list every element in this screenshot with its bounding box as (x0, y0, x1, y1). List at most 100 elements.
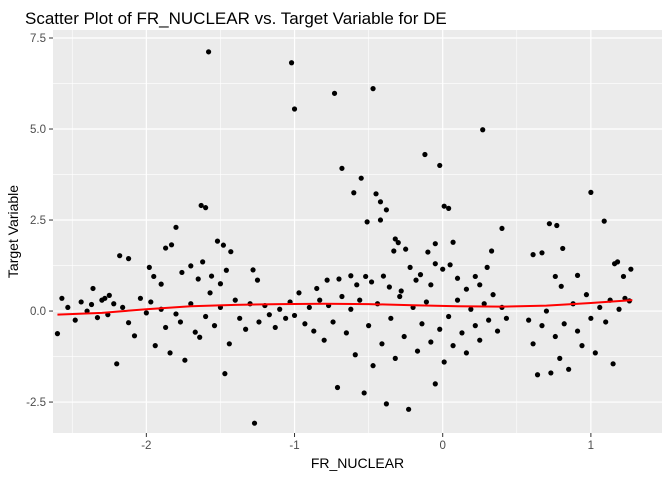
data-point (422, 151, 428, 158)
data-point (446, 313, 452, 320)
data-point (480, 127, 486, 133)
data-point (54, 331, 61, 337)
data-point (414, 348, 421, 354)
data-point (200, 259, 206, 265)
data-point (610, 361, 616, 367)
data-point (454, 297, 461, 303)
data-point (111, 301, 117, 307)
data-point (499, 225, 505, 232)
data-point (152, 343, 158, 349)
data-point (283, 315, 289, 321)
data-point (211, 323, 218, 329)
y-axis-ticks: -2.5 0.0 2.5 5.0 7.5 (26, 33, 53, 409)
data-point (173, 311, 179, 317)
data-point (272, 324, 278, 331)
data-point (539, 250, 545, 256)
data-point (232, 297, 238, 303)
data-point (588, 315, 594, 321)
data-point (168, 242, 175, 248)
points-layer (54, 49, 634, 426)
data-point (383, 207, 389, 213)
data-point (317, 297, 323, 303)
data-point (188, 301, 194, 307)
data-point (560, 245, 566, 252)
data-point (543, 308, 550, 314)
data-point (192, 329, 198, 335)
data-point (334, 384, 341, 391)
data-point (447, 262, 453, 268)
data-point (94, 314, 101, 321)
data-point (370, 363, 376, 369)
data-point (331, 90, 338, 96)
data-point (406, 406, 412, 412)
data-point (552, 273, 558, 280)
data-point (88, 301, 95, 308)
data-point (99, 297, 105, 303)
data-point (407, 264, 413, 270)
data-point (546, 221, 552, 227)
data-point (366, 323, 372, 329)
data-point (601, 218, 607, 224)
data-point (354, 282, 360, 288)
data-point (302, 321, 308, 327)
data-point (392, 355, 398, 361)
data-point (419, 321, 425, 327)
data-point (228, 249, 234, 255)
data-point (251, 420, 258, 426)
data-point (403, 246, 409, 252)
data-point (397, 293, 403, 300)
data-point (432, 381, 438, 387)
data-point (423, 299, 430, 305)
data-point (574, 272, 581, 278)
data-point (324, 277, 330, 283)
y-tick-label: 7.5 (30, 33, 46, 45)
data-point (386, 284, 392, 290)
data-point (256, 319, 262, 325)
data-point (177, 319, 184, 325)
data-point (330, 319, 336, 325)
data-point (425, 249, 431, 255)
x-axis-title: FR_NUCLEAR (311, 455, 404, 471)
data-point (336, 276, 342, 282)
data-point (90, 285, 96, 292)
data-point (125, 256, 132, 262)
data-point (611, 261, 618, 267)
data-point (182, 357, 188, 363)
x-tick-label: -2 (141, 440, 151, 452)
data-point (214, 238, 221, 244)
data-point (597, 304, 603, 311)
data-point (566, 366, 572, 372)
data-point (628, 266, 634, 272)
data-point (413, 277, 419, 283)
chart-title: Scatter Plot of FR_NUCLEAR vs. Target Va… (25, 9, 447, 28)
data-point (348, 306, 354, 312)
data-point (579, 343, 585, 349)
data-point (468, 306, 474, 312)
y-tick-label: 0.0 (30, 306, 46, 318)
data-point (370, 86, 376, 92)
data-point (78, 299, 84, 305)
data-point (380, 273, 387, 279)
data-point (530, 341, 536, 347)
data-point (526, 317, 532, 323)
data-point (148, 299, 154, 305)
data-point (488, 248, 495, 254)
data-point (179, 269, 185, 276)
data-point (158, 281, 164, 287)
data-point (197, 334, 203, 340)
data-point (250, 267, 256, 273)
data-point (534, 372, 541, 378)
data-point (463, 286, 470, 292)
data-point (348, 273, 354, 279)
data-point (208, 273, 215, 279)
data-point (477, 282, 483, 288)
data-point (277, 306, 283, 312)
data-point (220, 242, 227, 248)
data-point (440, 266, 446, 272)
data-point (539, 323, 545, 329)
plot-panel (53, 30, 662, 433)
data-point (494, 328, 501, 334)
data-point (361, 390, 367, 396)
data-point (432, 241, 438, 247)
data-point (472, 323, 478, 329)
